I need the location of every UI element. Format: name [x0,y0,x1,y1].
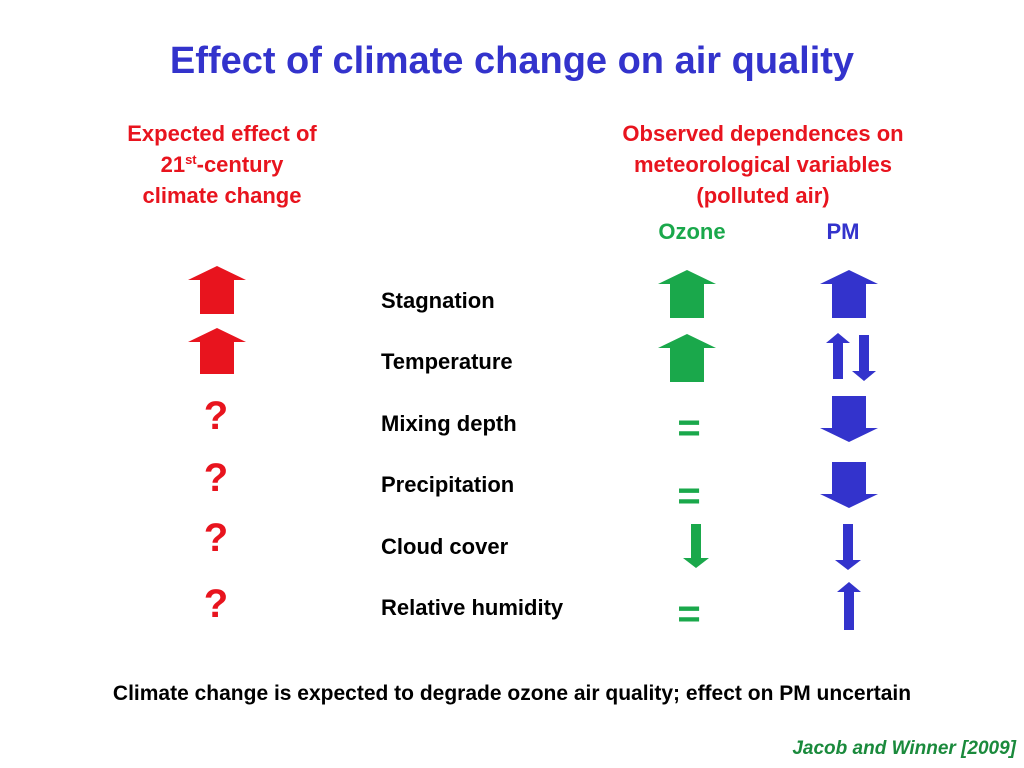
pm-column-label: PM [826,219,860,244]
conclusion-text: Climate change is expected to degrade oz… [112,682,912,705]
expected-unknown-question-mark: ? [203,582,229,626]
ozone-no-effect-equals: = [677,592,701,636]
century-word: -century [196,152,284,177]
slide-title: Effect of climate change on air quality [169,40,855,82]
pm-down-arrow-icon [820,462,878,508]
ozone-up-arrow-icon [658,334,716,382]
pm-up-down-arrows-icon [826,333,876,381]
observed-dependences-header: Observed dependences on meteorological v… [578,118,948,211]
century-suffix: st [185,152,197,167]
expected-unknown-question-mark: ? [203,456,229,500]
variable-label-mixing-depth: Mixing depth [381,411,517,436]
ozone-no-effect-equals: = [677,474,701,518]
expected-header-line3: climate change [142,183,302,208]
ozone-no-effect-equals: = [677,406,701,450]
expected-up-arrow-icon [188,328,246,374]
expected-effect-header: Expected effect of 21st-century climate … [92,118,352,211]
expected-unknown-question-mark: ? [203,516,229,560]
observed-header-line1: Observed dependences on [622,121,904,146]
citation: Jacob and Winner [2009] [792,738,1016,759]
expected-header-line2: 21st-century [92,149,352,180]
observed-header-line3: (polluted air) [696,183,830,208]
expected-header-line1: Expected effect of [127,121,317,146]
ozone-down-arrow-icon [683,524,709,568]
variable-label-temperature: Temperature [381,349,513,374]
observed-header-line2: meteorological variables [634,152,892,177]
expected-unknown-question-mark: ? [203,394,229,438]
expected-up-arrow-icon [188,266,246,314]
ozone-column-label: Ozone [658,219,726,244]
pm-up-arrow-icon [837,582,861,630]
ozone-up-arrow-icon [658,270,716,318]
variable-label-stagnation: Stagnation [381,288,495,313]
pm-down-arrow-icon [835,524,861,570]
pm-down-arrow-icon [820,396,878,442]
pm-up-arrow-icon [820,270,878,318]
variable-label-relative-humidity: Relative humidity [381,595,564,620]
variable-label-cloud-cover: Cloud cover [381,534,509,559]
century-number: 21 [160,152,186,177]
variable-label-precipitation: Precipitation [381,472,515,497]
